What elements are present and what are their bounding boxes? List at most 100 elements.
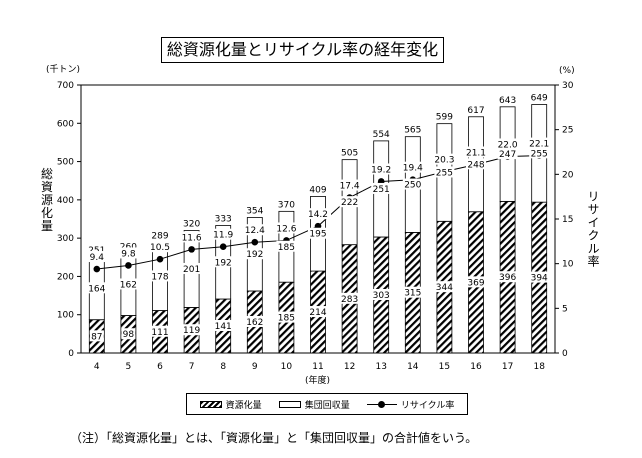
recycle-rate-point [93,265,101,273]
shigenka-value-label: 141 [215,322,232,332]
rate-value-label: 22.0 [498,140,518,150]
left-tick-label: 200 [57,272,74,282]
x-tick-label: 9 [252,362,258,372]
shudan-value-label: 255 [531,149,548,159]
shigenka-value-label: 185 [278,314,295,324]
left-axis-label: 総資源化量 [40,167,53,233]
rate-value-label: 10.5 [150,243,170,253]
total-value-label: 409 [309,185,326,195]
shigenka-value-label-bg [308,306,328,318]
total-value-label-bg [181,217,202,229]
rate-value-label: 12.6 [276,224,296,234]
shudan-value-label: 201 [183,265,200,275]
shigenka-value-label: 344 [436,283,453,293]
total-value-label: 333 [215,215,232,225]
shudan-value-label: 162 [120,280,137,290]
total-value-label: 643 [499,96,516,106]
shigenka-value-label: 394 [531,274,548,284]
recycle-rate-point [251,238,259,246]
shigenka-value-label-bg [339,292,360,304]
shigenka-value-label: 214 [309,308,326,318]
shigenka-value-label: 111 [151,328,168,338]
total-value-label-bg [371,127,392,139]
left-tick-label: 300 [57,234,74,244]
x-tick-label: 6 [157,362,163,372]
shudan-value-label-bg [339,196,360,208]
rate-value-label: 19.4 [403,164,423,174]
rate-value-label: 11.6 [182,233,202,243]
x-tick-label: 12 [344,362,355,372]
shudan-value-label: 248 [467,160,484,170]
total-value-label-bg [308,183,328,195]
recycle-rate-point [188,246,195,253]
left-tick-label: 700 [57,81,74,91]
total-value-label-bg [86,243,107,255]
x-tick-label: 10 [281,362,293,372]
rate-value-label-bg [399,161,426,173]
shudan-value-label: 255 [436,168,453,178]
shudan-value-label-bg [371,182,392,194]
shigenka-value-label: 396 [499,273,516,283]
shigenka-value-label: 303 [373,291,390,301]
left-tick-label: 100 [57,311,74,321]
x-tick-label: 13 [375,362,386,372]
left-tick-label: 600 [57,119,74,129]
shudan-value-label-bg [150,270,170,282]
total-value-label-bg [213,212,234,224]
rate-value-label: 9.4 [90,253,105,263]
total-value-label-bg [118,240,139,252]
legend-item-shudan: 集団回収量 [278,398,350,411]
shudan-value-label: 222 [341,198,358,208]
shudan-value-label-bg [86,282,107,294]
shudan-value-label-bg [402,178,423,190]
shudan-value-label-bg [276,240,297,252]
rate-value-label-bg [305,208,331,220]
total-value-label-bg [339,146,360,158]
total-value-label: 251 [88,246,105,256]
legend-swatch-white [278,400,301,408]
shudan-value-label-bg [497,148,518,160]
shigenka-value-label: 87 [91,332,102,342]
rate-value-label-bg [336,179,363,191]
x-tick-label: 16 [470,362,482,372]
x-tick-label: 18 [533,362,545,372]
rate-value-label: 19.2 [371,165,391,175]
shigenka-value-label: 283 [341,295,358,305]
shudan-value-label: 164 [88,284,105,294]
shudan-value-label: 178 [151,272,168,282]
total-value-label-bg [497,93,518,105]
legend-swatch-hatched [199,400,222,408]
total-value-label-bg [402,123,423,135]
rate-value-label-bg [147,241,173,253]
shigenka-value-label-bg [371,288,392,300]
right-tick-label: 20 [562,170,574,180]
rate-value-label: 21.1 [466,149,486,159]
x-tick-label: 4 [94,362,100,372]
shigenka-value-label-bg [89,330,104,342]
shudan-value-label: 247 [499,150,516,160]
shudan-value-label: 251 [373,185,390,195]
legend-label: 集団回収量 [304,400,350,411]
rate-value-label-bg [431,153,458,165]
x-tick-label: 15 [439,362,450,372]
chart-legend: 資源化量 集団回収量 リサイクル率 [186,393,468,415]
total-value-label-bg [529,91,550,103]
total-value-label-bg [466,103,486,115]
shigenka-value-label: 315 [404,289,421,299]
legend-item-rate: リサイクル率 [366,398,454,411]
shigenka-value-label-bg [150,325,170,337]
shigenka-value-label-bg [497,271,518,283]
chart-title: 総資源化量とリサイクル率の経年変化 [161,37,444,63]
total-value-label: 565 [404,126,421,136]
rate-value-label: 14.2 [308,210,328,220]
rate-value-label: 20.3 [434,156,454,166]
total-value-label-bg [276,198,297,210]
shigenka-value-label-bg [529,271,550,283]
shigenka-value-label: 119 [183,326,200,336]
rate-value-label-bg [118,247,139,259]
shudan-value-label: 192 [215,258,232,268]
left-axis-unit: (千トン) [46,65,81,75]
shudan-value-label: 185 [278,243,295,253]
total-value-label: 649 [531,94,548,104]
